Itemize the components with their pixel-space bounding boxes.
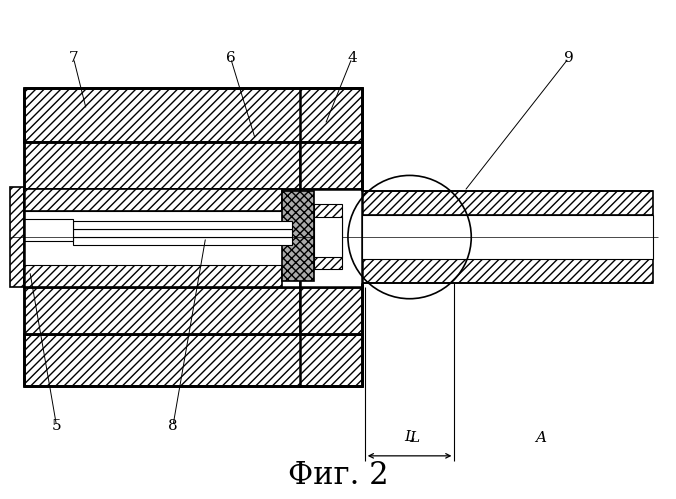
Bar (24, 142, 300, 189)
Bar (24, 287, 300, 333)
Bar (24, 333, 362, 386)
Bar (10, 187, 24, 287)
Text: 6: 6 (226, 51, 235, 65)
Bar (362, 215, 653, 259)
Bar (362, 259, 653, 283)
Text: 7: 7 (69, 51, 78, 65)
Bar (314, 204, 342, 269)
Text: A: A (535, 431, 546, 445)
Bar (74, 221, 292, 229)
Bar (283, 191, 314, 281)
Bar (362, 191, 653, 215)
Text: L: L (404, 430, 414, 444)
Bar (24, 219, 74, 241)
Bar (74, 229, 292, 237)
Bar (314, 217, 342, 257)
Text: 9: 9 (564, 51, 573, 65)
Bar (24, 189, 300, 287)
Text: 4: 4 (347, 51, 357, 65)
Bar (74, 237, 292, 245)
Bar (24, 88, 362, 142)
Bar (300, 88, 362, 142)
Text: 5: 5 (52, 419, 62, 433)
Bar (24, 189, 283, 211)
Bar (24, 211, 283, 265)
Text: Фиг. 2: Фиг. 2 (288, 460, 388, 491)
Bar (24, 333, 362, 386)
Bar (300, 333, 362, 386)
Bar (300, 287, 362, 333)
Bar (300, 189, 362, 287)
Bar (24, 88, 362, 142)
Bar (300, 142, 362, 189)
Bar (24, 265, 283, 287)
Text: 8: 8 (168, 419, 178, 433)
Text: L: L (410, 431, 420, 445)
